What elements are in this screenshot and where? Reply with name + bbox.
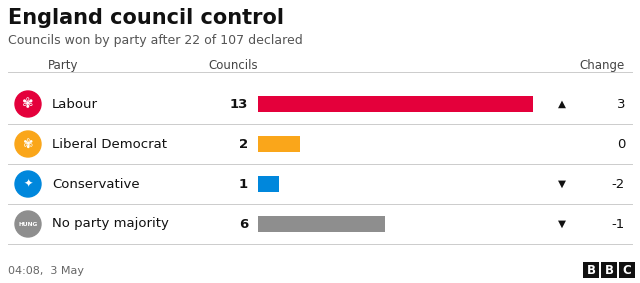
Text: B: B	[586, 263, 595, 276]
Circle shape	[15, 211, 41, 237]
Text: Liberal Democrat: Liberal Democrat	[52, 138, 167, 151]
Text: ✾: ✾	[22, 97, 34, 111]
Bar	[601, 262, 617, 278]
Bar	[258, 216, 385, 232]
Text: Party: Party	[48, 59, 79, 72]
Text: 0: 0	[616, 138, 625, 151]
Text: 3: 3	[616, 98, 625, 110]
Text: C: C	[623, 263, 632, 276]
Text: Labour: Labour	[52, 98, 98, 110]
Text: 1: 1	[239, 177, 248, 190]
Text: ▼: ▼	[558, 179, 566, 189]
Text: B: B	[605, 263, 614, 276]
Bar	[258, 176, 279, 192]
Circle shape	[15, 131, 41, 157]
Text: ✦: ✦	[23, 179, 33, 189]
Bar	[619, 262, 635, 278]
Text: Conservative: Conservative	[52, 177, 140, 190]
Text: Councils won by party after 22 of 107 declared: Councils won by party after 22 of 107 de…	[8, 34, 303, 47]
Bar	[258, 96, 533, 112]
Text: England council control: England council control	[8, 8, 284, 28]
Text: -1: -1	[612, 218, 625, 230]
Text: HUNG: HUNG	[19, 222, 38, 226]
Text: -2: -2	[612, 177, 625, 190]
Text: Councils: Councils	[208, 59, 258, 72]
Text: ▲: ▲	[558, 99, 566, 109]
Text: 6: 6	[239, 218, 248, 230]
Circle shape	[15, 171, 41, 197]
Bar	[258, 136, 300, 152]
Text: No party majority: No party majority	[52, 218, 169, 230]
Text: 04:08,  3 May: 04:08, 3 May	[8, 266, 84, 276]
Circle shape	[15, 91, 41, 117]
Bar	[583, 262, 599, 278]
Text: ▼: ▼	[558, 219, 566, 229]
Text: 13: 13	[230, 98, 248, 110]
Text: ✾: ✾	[23, 138, 33, 151]
Text: 2: 2	[239, 138, 248, 151]
Text: Change: Change	[580, 59, 625, 72]
